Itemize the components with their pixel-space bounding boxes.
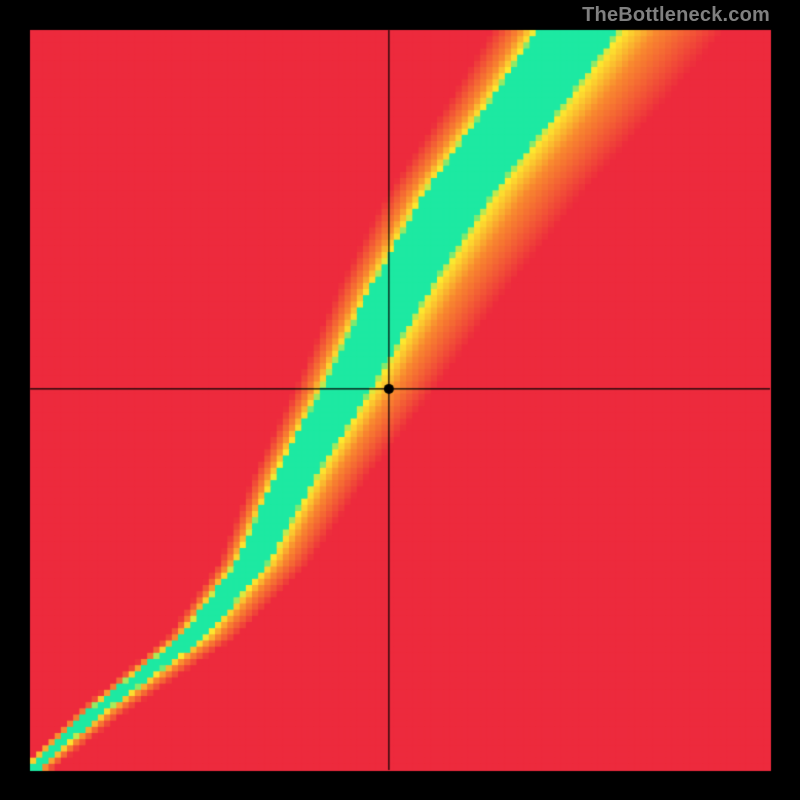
crosshair-overlay [0, 0, 800, 800]
watermark-label: TheBottleneck.com [582, 4, 770, 27]
chart-container: TheBottleneck.com [0, 0, 800, 800]
